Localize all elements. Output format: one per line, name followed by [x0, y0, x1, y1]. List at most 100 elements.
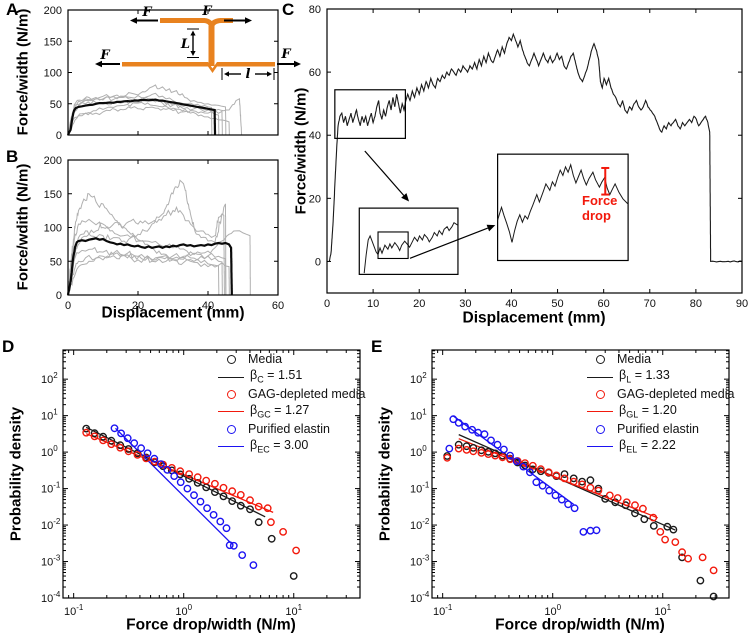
- svg-text:0: 0: [315, 256, 321, 268]
- line-marker-icon: [218, 446, 244, 448]
- svg-text:80: 80: [690, 298, 702, 310]
- svg-text:0: 0: [65, 300, 71, 312]
- svg-text:F: F: [141, 5, 152, 20]
- svg-text:0: 0: [56, 290, 62, 302]
- svg-text:20: 20: [309, 193, 321, 205]
- svg-text:60: 60: [598, 298, 610, 310]
- svg-text:50: 50: [50, 99, 62, 111]
- svg-text:0: 0: [324, 298, 330, 310]
- axis-label-x-c: Displacement (mm): [462, 309, 606, 327]
- legend-label: βEC = 3.00: [250, 437, 309, 455]
- legend-label: βC = 1.51: [250, 368, 303, 385]
- legend-item: Media: [585, 351, 734, 368]
- axis-label-y-b: Force/wdith (N/m): [14, 163, 32, 291]
- svg-text:20: 20: [132, 300, 144, 312]
- legend-item: GAG-depleted media: [216, 386, 365, 403]
- line-marker-icon: [218, 411, 244, 413]
- svg-text:100: 100: [41, 444, 58, 459]
- svg-text:150: 150: [44, 36, 62, 48]
- axis-label-y-c: Force/width (N/m): [292, 87, 310, 215]
- svg-text:10-1: 10-1: [433, 603, 453, 618]
- svg-text:100: 100: [410, 444, 427, 459]
- axis-label-x-e: Force drop/width (N/m): [495, 616, 665, 634]
- svg-text:100: 100: [44, 223, 62, 235]
- svg-text:80: 80: [309, 4, 321, 16]
- panel-b-plot: 0 20 40 60 0 50 100 150 200: [44, 155, 284, 312]
- svg-text:10-2: 10-2: [410, 517, 430, 532]
- panel-letter-d: D: [2, 337, 15, 356]
- circle-marker-icon: [227, 389, 236, 399]
- legend-label: βGL = 1.20: [619, 403, 677, 420]
- force-drop-annotation-line1: Force: [582, 193, 618, 208]
- legend-item: Purified elastin: [216, 421, 365, 438]
- panel-a-plot: 0 50 100 150 200: [44, 5, 279, 142]
- legend-item: βL = 1.33: [585, 368, 734, 385]
- svg-text:50: 50: [551, 298, 563, 310]
- axis-label-x-d: Force drop/width (N/m): [126, 616, 296, 634]
- legend-item: βGC = 1.27: [216, 403, 365, 420]
- force-drop-annotation-line2: drop: [582, 208, 611, 223]
- svg-text:40: 40: [202, 300, 214, 312]
- svg-text:10-3: 10-3: [410, 554, 430, 569]
- legend-label: GAG-depleted media: [617, 387, 735, 402]
- panel-letter-a: A: [6, 0, 19, 19]
- panel-c-insets: [334, 89, 629, 275]
- legend-item: GAG-depleted media: [585, 386, 734, 403]
- svg-text:F: F: [201, 4, 212, 19]
- panel-letter-c: C: [282, 0, 295, 19]
- circle-marker-icon: [596, 389, 605, 399]
- legend-item: Media: [216, 351, 365, 368]
- svg-text:10-3: 10-3: [41, 554, 61, 569]
- legend-label: Media: [248, 352, 283, 367]
- legend-item: βC = 1.51: [216, 368, 365, 385]
- svg-text:L: L: [180, 37, 190, 52]
- t-peel-specimen-diagram: F F F F Ll: [95, 4, 301, 82]
- svg-text:10-1: 10-1: [64, 603, 84, 618]
- svg-text:10-1: 10-1: [410, 481, 430, 496]
- line-marker-icon: [587, 446, 613, 448]
- line-marker-icon: [218, 376, 244, 378]
- svg-text:10: 10: [367, 298, 379, 310]
- legend-label: βL = 1.33: [619, 368, 670, 385]
- legend-label: Media: [617, 352, 652, 367]
- svg-text:10-4: 10-4: [410, 590, 430, 605]
- svg-text:0: 0: [56, 130, 62, 142]
- legend-item: Purified elastin: [585, 421, 734, 438]
- legend-label: GAG-depleted media: [248, 387, 366, 402]
- svg-text:30: 30: [459, 298, 471, 310]
- legend-label: βGC = 1.27: [250, 403, 310, 420]
- line-marker-icon: [587, 376, 613, 378]
- circle-marker-icon: [596, 424, 605, 434]
- circle-marker-icon: [227, 424, 236, 434]
- panel-letter-e: E: [371, 337, 383, 356]
- legend-e: Media βL = 1.33 GAG-depleted media βGL = 1.…: [585, 351, 734, 455]
- line-marker-icon: [587, 411, 613, 413]
- svg-text:102: 102: [410, 371, 427, 386]
- svg-text:50: 50: [50, 256, 62, 268]
- svg-text:200: 200: [44, 155, 62, 167]
- svg-text:101: 101: [41, 408, 58, 423]
- legend-label: Purified elastin: [248, 422, 330, 436]
- svg-text:60: 60: [309, 67, 321, 79]
- legend-item: βEL = 2.22: [585, 438, 734, 455]
- svg-text:10-1: 10-1: [41, 481, 61, 496]
- svg-text:F: F: [99, 48, 110, 63]
- legend-item: βEC = 3.00: [216, 438, 365, 455]
- svg-text:l: l: [246, 67, 251, 82]
- legend-item: βGL = 1.20: [585, 403, 734, 420]
- svg-text:101: 101: [410, 408, 427, 423]
- legend-label: Purified elastin: [617, 422, 699, 436]
- svg-text:100: 100: [44, 68, 62, 80]
- svg-text:60: 60: [272, 300, 284, 312]
- panel-letter-b: B: [6, 147, 19, 166]
- axis-label-y-e: Probability density: [376, 406, 394, 542]
- circle-marker-icon: [227, 355, 236, 365]
- svg-text:10-4: 10-4: [41, 590, 61, 605]
- axis-label-y-a: Force/width (N/m): [14, 8, 32, 136]
- axis-label-x-b: Displacement (mm): [101, 304, 245, 322]
- svg-text:20: 20: [413, 298, 425, 310]
